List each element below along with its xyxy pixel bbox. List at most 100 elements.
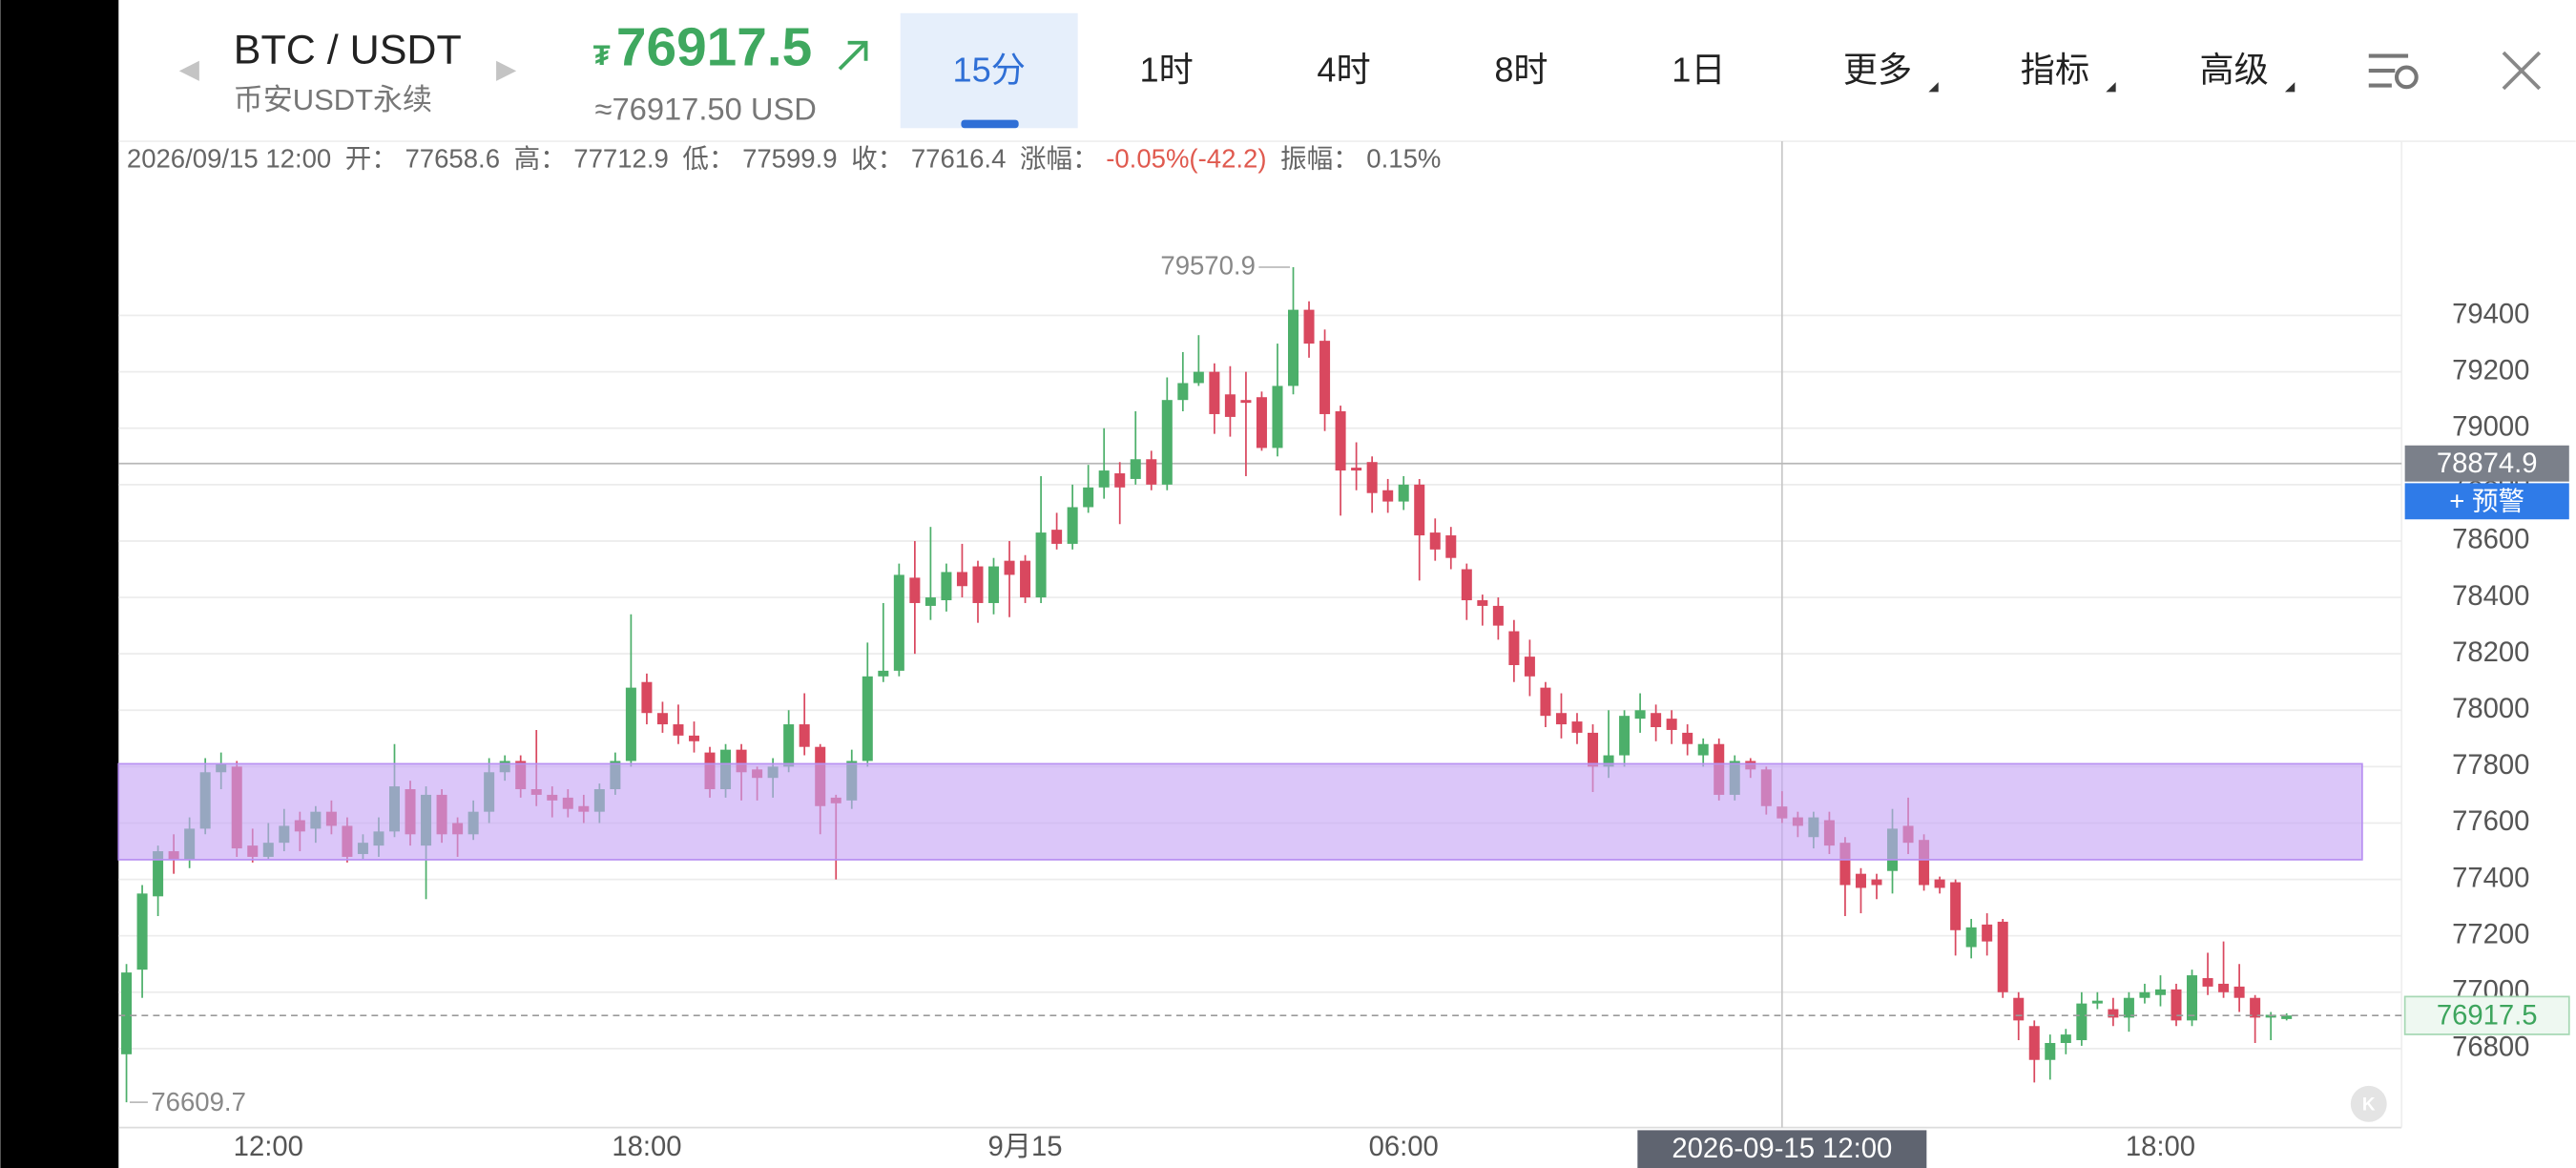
x-tick-label: 18:00 [612, 1132, 681, 1162]
info-value: 77658.6 [405, 144, 500, 174]
candle-body [1571, 721, 1583, 733]
y-tick-label: 77400 [2452, 863, 2529, 893]
alert-button-bg[interactable] [2404, 483, 2569, 520]
candle-body [1997, 921, 2008, 992]
candle-body [2060, 1034, 2071, 1043]
y-tick-label: 78400 [2452, 581, 2529, 612]
candle-body [625, 687, 636, 761]
usd-price: ≈76917.50 USD [595, 92, 817, 127]
candle-body [1619, 716, 1631, 756]
candle-body [1429, 532, 1441, 550]
candle-body [2281, 1015, 2293, 1019]
candle-body [1256, 397, 1267, 448]
tab[interactable]: 15分 [953, 50, 1026, 89]
candle-body [1303, 309, 1315, 344]
candle-body [1477, 600, 1488, 606]
candle-body [924, 597, 936, 606]
dropdown-caret [2106, 82, 2116, 93]
prev-arrow[interactable]: ◀ [179, 53, 200, 83]
candle-body [2076, 1003, 2088, 1041]
candle-body [1682, 732, 1693, 744]
candle-body [972, 566, 984, 603]
crosshair-time-label: 2026-09-15 12:00 [1672, 1134, 1892, 1164]
tab[interactable]: 更多 [1843, 50, 1912, 89]
candle-body [1114, 473, 1126, 488]
y-tick-label: 77600 [2452, 806, 2529, 837]
y-tick-label: 79400 [2452, 299, 2529, 329]
close-button[interactable] [2502, 51, 2542, 91]
candle-body [1540, 687, 1551, 717]
alert-button[interactable]: + 预警 [2449, 486, 2524, 515]
info-value: 77599.9 [742, 144, 838, 174]
candle-body [1588, 732, 1599, 767]
y-tick-label: 79000 [2452, 411, 2529, 442]
candle-body [2218, 983, 2230, 992]
timeframe-tabs: 15分 1时 4时 8时 1日 更多 指标 高级 [900, 12, 2296, 129]
y-tick-label: 77800 [2452, 750, 2529, 781]
info-change: -0.05%(-42.2) [1106, 144, 1266, 174]
symbol: BTC / USDT [234, 27, 462, 73]
candle-body [878, 670, 889, 677]
candle-body [2202, 978, 2213, 987]
next-arrow[interactable]: ▶ [496, 53, 517, 83]
tab[interactable]: 高级 [2199, 50, 2268, 89]
candle-body [1919, 840, 1930, 886]
logo-badge [2350, 1085, 2387, 1122]
candle-body [941, 572, 952, 601]
info-value: 77616.4 [911, 144, 1007, 174]
candle-body [1051, 530, 1063, 544]
high-label: 79570.9 [1160, 250, 1256, 280]
info-label: 高： [514, 144, 567, 174]
candle-body [1366, 462, 1378, 493]
candle-body [956, 572, 967, 587]
y-tick-label: 78200 [2452, 637, 2529, 668]
y-tick-label: 76800 [2452, 1032, 2529, 1063]
candle-body [1855, 873, 1866, 888]
candle-body [1177, 383, 1189, 401]
price-line-label: 78874.9 [2437, 448, 2538, 479]
currency-icon: ₮ [593, 41, 611, 72]
candle-body [1288, 309, 1299, 386]
candle-body [2187, 975, 2198, 1021]
candle-body [1240, 400, 1252, 404]
candle-body [893, 574, 904, 671]
candle-body [673, 724, 684, 736]
tab[interactable]: 1日 [1672, 50, 1725, 89]
candle-body [1382, 490, 1394, 502]
candle-body [2233, 986, 2245, 998]
info-label: 低： [682, 144, 735, 174]
x-tick-label: 06:00 [1369, 1132, 1439, 1162]
candle-body [656, 713, 668, 725]
tab[interactable]: 1时 [1139, 50, 1193, 89]
candle-body [987, 566, 1000, 603]
candle-body [1492, 605, 1504, 626]
candle-body [862, 676, 873, 761]
candle-body [688, 735, 700, 741]
candle-body [1666, 719, 1677, 730]
candle-body [2123, 997, 2134, 1018]
y-tick-label: 77200 [2452, 919, 2529, 949]
candle-body [2154, 989, 2166, 995]
candle-body [1224, 394, 1236, 417]
candle-body [1209, 371, 1220, 414]
candle-body [121, 972, 133, 1054]
candle-body [136, 893, 148, 970]
candle-body [1067, 507, 1078, 544]
crosshair-time-tag [1637, 1130, 1927, 1168]
settings-icon[interactable] [2368, 53, 2419, 90]
tab[interactable]: 4时 [1317, 50, 1370, 89]
candle-body [783, 724, 795, 767]
candle-body [2250, 997, 2261, 1018]
candle-body [2028, 1026, 2040, 1060]
low-label: 76609.7 [151, 1087, 246, 1116]
tab[interactable]: 指标 [2021, 50, 2089, 89]
tab[interactable]: 8时 [1494, 50, 1548, 89]
candle-body [2091, 1000, 2103, 1004]
candle-body [1083, 487, 1094, 508]
candle-body [2013, 997, 2025, 1021]
x-tick-label: 12:00 [234, 1132, 303, 1162]
candle-body [1950, 882, 1962, 930]
